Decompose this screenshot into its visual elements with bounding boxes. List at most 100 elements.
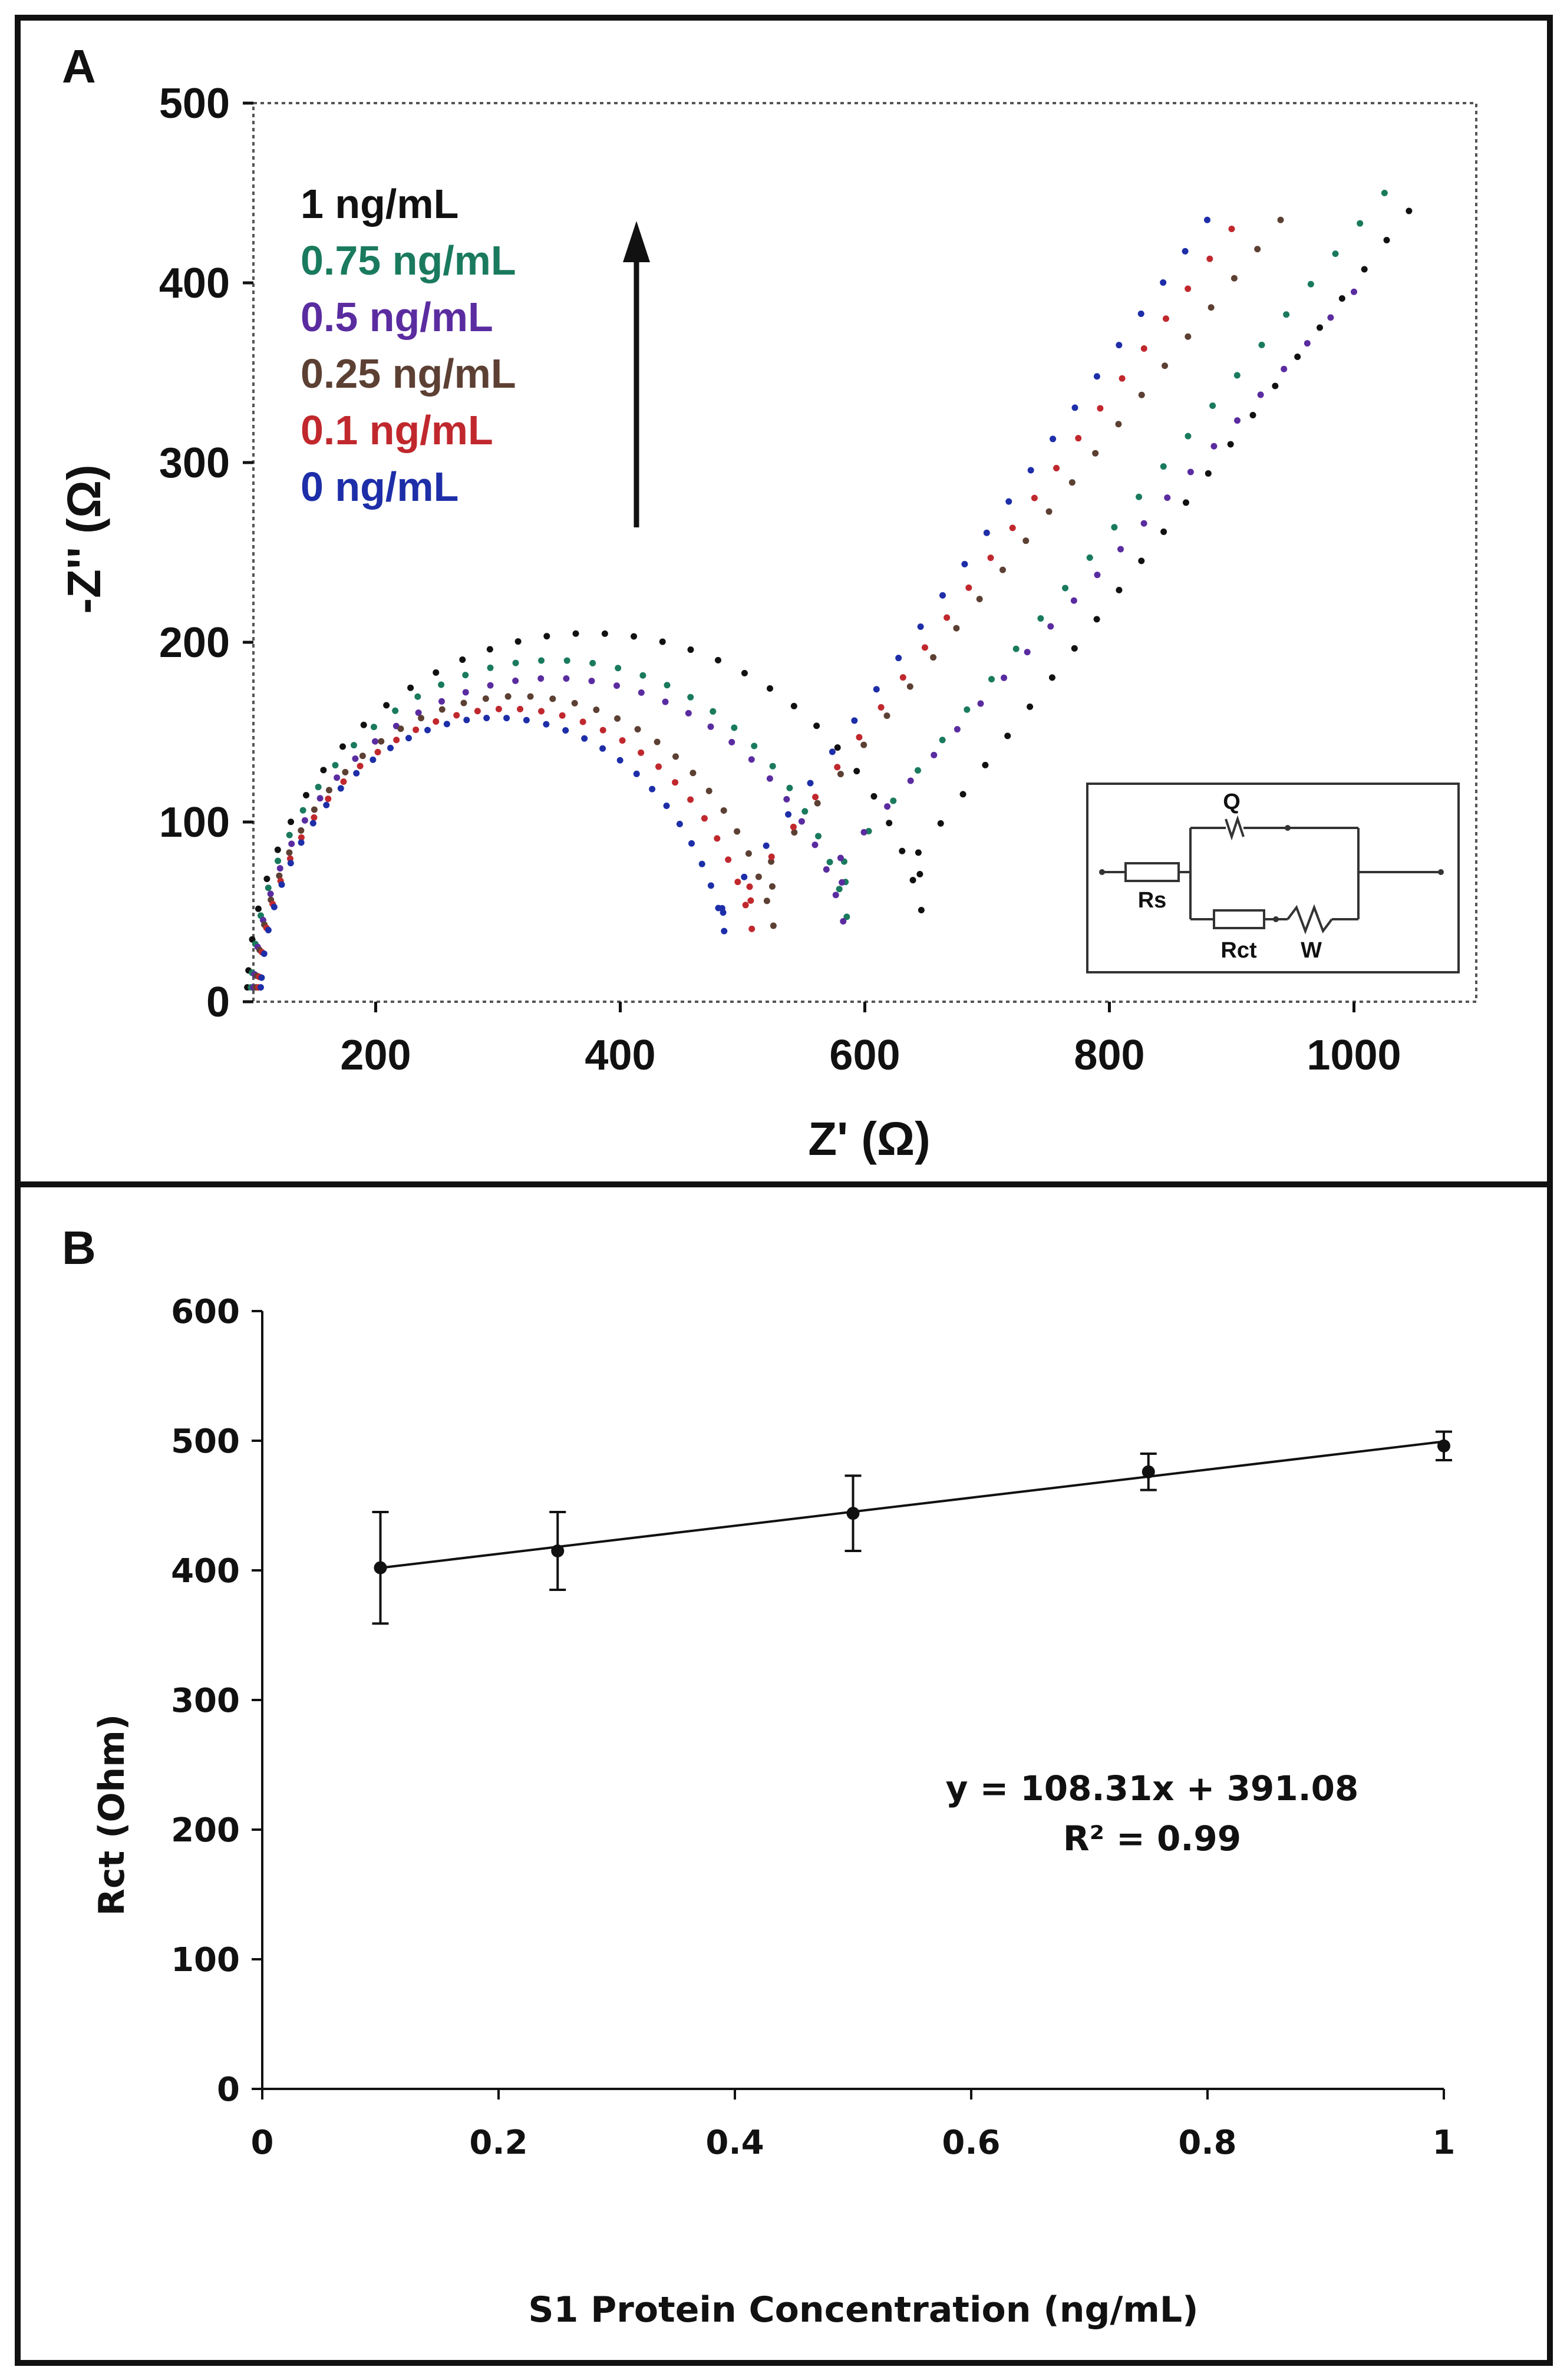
- x-axis-title-a: Z' (Ω): [808, 1113, 931, 1165]
- data-point-a: [486, 646, 493, 653]
- data-point-a: [1317, 324, 1324, 331]
- data-point-a: [537, 675, 545, 682]
- data-point-a: [813, 722, 820, 729]
- data-point-a: [634, 726, 641, 733]
- data-point-a: [1071, 404, 1078, 411]
- data-point-a: [659, 638, 666, 645]
- data-point-a: [766, 685, 773, 692]
- data-point-a: [815, 833, 822, 840]
- data-point-a: [543, 721, 550, 728]
- data-point-a: [302, 792, 309, 799]
- y-tick-label-a: 0: [206, 979, 230, 1026]
- data-point-a: [332, 762, 339, 769]
- data-point-a: [374, 748, 381, 755]
- data-point-a: [320, 767, 327, 774]
- data-point-b-1: [549, 1511, 566, 1591]
- x-tick-label-b: 0.6: [942, 2124, 1000, 2162]
- data-point-a: [1230, 275, 1238, 282]
- data-point-a: [438, 706, 446, 713]
- data-point-a: [873, 686, 880, 693]
- data-point-a: [572, 630, 579, 637]
- data-point-a: [742, 902, 749, 909]
- rct-resistor: [1213, 909, 1265, 929]
- data-point-a: [1068, 479, 1076, 486]
- y-tick-label-b: 600: [171, 1293, 240, 1331]
- data-point-a: [462, 672, 469, 679]
- data-point-a: [853, 768, 860, 775]
- data-point-a: [961, 560, 968, 567]
- data-point-a: [288, 818, 295, 826]
- data-point-a: [1257, 391, 1264, 398]
- data-point-a: [1022, 537, 1030, 544]
- data-point-a: [543, 633, 550, 640]
- data-point-a: [690, 770, 697, 777]
- data-point-a: [538, 708, 545, 715]
- data-point-a: [741, 873, 748, 880]
- equivalent-circuit-inset: Q Rs Rct W: [1086, 783, 1460, 973]
- y-tick-label-a: 500: [159, 80, 230, 127]
- data-point-a: [249, 936, 256, 943]
- data-point-a: [512, 659, 519, 666]
- data-point-a: [599, 745, 606, 752]
- data-point-a: [790, 702, 797, 709]
- data-point-a: [270, 903, 278, 910]
- data-point-a: [748, 925, 756, 932]
- data-point-a: [886, 820, 893, 827]
- data-point-a: [517, 705, 524, 712]
- data-point-a: [701, 815, 708, 822]
- label-q: Q: [1223, 790, 1241, 814]
- data-point-a: [718, 905, 725, 912]
- legend-a: 1 ng/mL 0.75 ng/mL 0.5 ng/mL 0.25 ng/mL 0.1 …: [301, 181, 516, 510]
- data-point-a: [944, 614, 951, 621]
- data-point-a: [433, 669, 440, 676]
- data-point-a: [856, 734, 863, 741]
- data-point-a: [1001, 674, 1008, 681]
- data-point-a: [1332, 250, 1339, 258]
- data-point-a: [1093, 373, 1100, 380]
- data-point-a: [495, 705, 502, 712]
- data-point-a: [1027, 467, 1034, 474]
- data-point-a: [999, 566, 1006, 573]
- data-point-a: [1272, 382, 1279, 389]
- data-point-a: [790, 823, 797, 830]
- data-point-a: [1094, 572, 1101, 579]
- data-point-a: [462, 689, 469, 696]
- data-point-a: [413, 726, 420, 733]
- data-point-a: [768, 858, 775, 865]
- data-point-a: [378, 738, 385, 745]
- data-point-a: [811, 841, 819, 849]
- data-point-a: [705, 787, 712, 794]
- data-point-a: [581, 735, 588, 742]
- data-point-a: [1357, 220, 1364, 227]
- data-point-b-4: [1436, 1430, 1452, 1461]
- data-point-a: [883, 712, 890, 719]
- y-tick-label-b: 300: [171, 1682, 240, 1720]
- data-point-a: [383, 702, 390, 709]
- data-point-a: [747, 897, 754, 904]
- data-point-a: [405, 735, 412, 742]
- data-point-a: [1164, 494, 1171, 501]
- data-point-a: [370, 756, 377, 763]
- label-rs: Rs: [1138, 888, 1167, 913]
- data-point-a: [258, 974, 265, 981]
- data-point-a: [459, 656, 466, 664]
- data-point-a: [614, 715, 621, 722]
- data-marker: [551, 1544, 565, 1557]
- data-point-a: [801, 808, 809, 815]
- data-point-a: [1117, 546, 1124, 553]
- data-point-a: [1027, 703, 1034, 710]
- data-point-a: [769, 762, 776, 770]
- data-point-a: [299, 807, 306, 814]
- data-point-a: [1351, 288, 1357, 295]
- data-point-a: [728, 738, 735, 745]
- data-point-a: [907, 777, 914, 784]
- data-marker: [1142, 1465, 1155, 1478]
- data-point-a: [1160, 528, 1167, 535]
- data-point-a: [807, 780, 814, 787]
- legend-entry-a: 0.75 ng/mL: [301, 237, 516, 283]
- data-point-a: [267, 890, 274, 897]
- data-point-a: [748, 756, 755, 763]
- concentration-arrow: [623, 221, 650, 527]
- data-point-a: [616, 757, 623, 764]
- data-point-a: [687, 646, 694, 653]
